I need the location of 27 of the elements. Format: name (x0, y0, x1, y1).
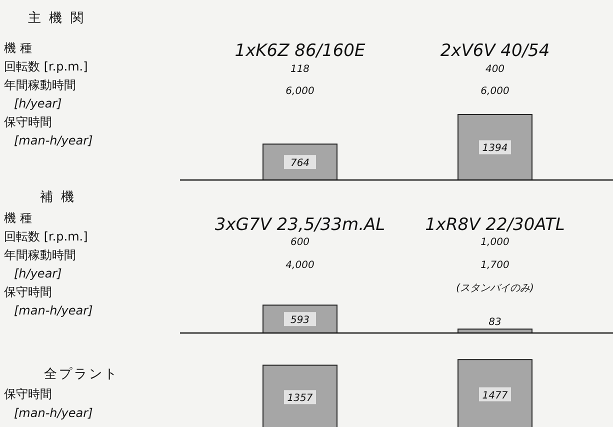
text: [h/year] (14, 266, 62, 280)
text: 補 機 (40, 190, 76, 205)
text: 機 種 (4, 41, 32, 55)
x-tick-label: 2xV6V 40/54 400 6,000 (440, 41, 550, 97)
data-label: 83 (488, 317, 502, 328)
text: [man-h/year] (14, 406, 94, 420)
x-tick-label: 1xK6Z 86/160E 118 6,000 (234, 41, 366, 97)
text: 年間稼動時間 (4, 78, 76, 92)
category-label: 3xG7V 23,5/33m.AL 600 4,000 (214, 215, 386, 271)
text: 機 種 (4, 211, 32, 225)
text: [man-h/year] (14, 304, 94, 318)
data-label: 1394 (482, 143, 508, 154)
data-label: 1477 (482, 390, 508, 402)
text: [h/year] (14, 96, 62, 110)
data-label: 593 (290, 315, 310, 326)
data-label: 764 (290, 158, 310, 170)
text: 年間稼動時間 (4, 248, 76, 262)
text: [man-h/year] (14, 134, 94, 148)
text: 保守時間 (4, 285, 52, 299)
text: 保守時間 (4, 115, 52, 129)
category-label: 1xR8V 22/30ATL 1,000 1,700 (スタンバイのみ) (425, 215, 565, 294)
text: 回転数 [r.p.m.] (4, 60, 88, 74)
data-label: 1357 (287, 393, 314, 404)
text: 全プラント (44, 367, 119, 382)
text: 回転数 [r.p.m.] (4, 230, 88, 244)
text: 保守時間 (4, 387, 52, 401)
text: 主 機 関 (28, 10, 86, 26)
